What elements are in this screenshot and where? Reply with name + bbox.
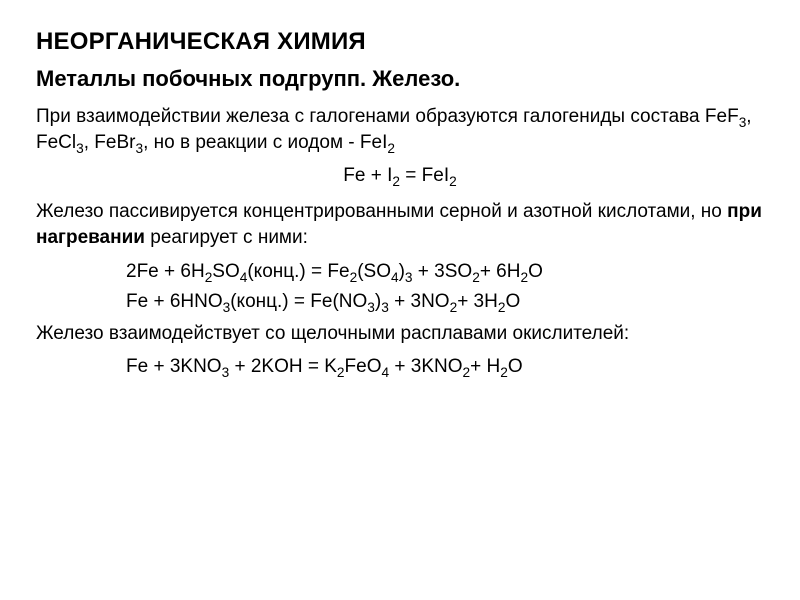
formula-fragment: + 2KOH = K: [229, 356, 337, 377]
formula-fragment: FeO: [345, 356, 382, 377]
formula-fragment: (конц.) = Fe: [247, 261, 349, 282]
equation-iodine: Fe + I2 = FeI2: [36, 165, 764, 187]
formula-fragment: + 6H: [480, 261, 521, 282]
formula-fragment: Fe + I: [343, 165, 392, 186]
subscript: 2: [500, 365, 508, 380]
formula-fragment: SO: [212, 261, 239, 282]
paragraph-halogens: При взаимодействии железа с галогенами о…: [36, 104, 764, 155]
formula-fragment: + 3KNO: [389, 356, 462, 377]
page: НЕОРГАНИЧЕСКАЯ ХИМИЯ Металлы побочных по…: [0, 0, 800, 406]
subscript: 3: [367, 299, 375, 314]
equation-alkali: Fe + 3KNO3 + 2KOH = K2FeO4 + 3KNO2+ H2O: [36, 356, 764, 378]
page-subtitle: Металлы побочных подгрупп. Железо.: [36, 66, 764, 92]
text-fragment: , FeBr: [84, 132, 136, 153]
text-fragment: Железо пассивируется концентрированными …: [36, 201, 727, 222]
formula-fragment: O: [508, 356, 523, 377]
formula-fragment: Fe + 6HNO: [126, 291, 223, 312]
paragraph-passivation: Железо пассивируется концентрированными …: [36, 199, 764, 250]
subscript: 2: [463, 365, 471, 380]
subscript: 4: [391, 269, 399, 284]
subscript: 2: [387, 140, 395, 155]
subscript: 4: [381, 365, 389, 380]
subscript: 2: [392, 174, 400, 189]
equation-nitric: Fe + 6HNO3(конц.) = Fe(NO3)3 + 3NO2+ 3H2…: [36, 291, 764, 313]
formula-fragment: + 3SO: [413, 261, 473, 282]
formula-fragment: = FeI: [400, 165, 449, 186]
formula-fragment: (SO: [357, 261, 391, 282]
subscript: 3: [76, 140, 84, 155]
page-title: НЕОРГАНИЧЕСКАЯ ХИМИЯ: [36, 28, 764, 56]
subscript: 2: [337, 365, 345, 380]
formula-fragment: + 3H: [457, 291, 498, 312]
formula-fragment: Fe + 3KNO: [126, 356, 222, 377]
paragraph-alkali: Железо взаимодействует со щелочными расп…: [36, 321, 764, 347]
formula-fragment: O: [505, 291, 520, 312]
formula-fragment: + H: [470, 356, 500, 377]
subscript: 2: [472, 269, 480, 284]
formula-fragment: (конц.) = Fe(NO: [230, 291, 367, 312]
text-fragment: При взаимодействии железа с галогенами о…: [36, 106, 739, 127]
formula-fragment: O: [528, 261, 543, 282]
subscript: 2: [520, 269, 528, 284]
text-fragment: , но в реакции с иодом - FeI: [143, 132, 387, 153]
subscript: 3: [405, 269, 413, 284]
subscript: 3: [135, 140, 143, 155]
subscript: 2: [449, 174, 457, 189]
subscript: 3: [381, 299, 389, 314]
text-fragment: реагирует с ними:: [145, 227, 308, 248]
formula-fragment: 2Fe + 6H: [126, 261, 205, 282]
equation-sulfuric: 2Fe + 6H2SO4(конц.) = Fe2(SO4)3 + 3SO2+ …: [36, 261, 764, 283]
formula-fragment: + 3NO: [389, 291, 450, 312]
